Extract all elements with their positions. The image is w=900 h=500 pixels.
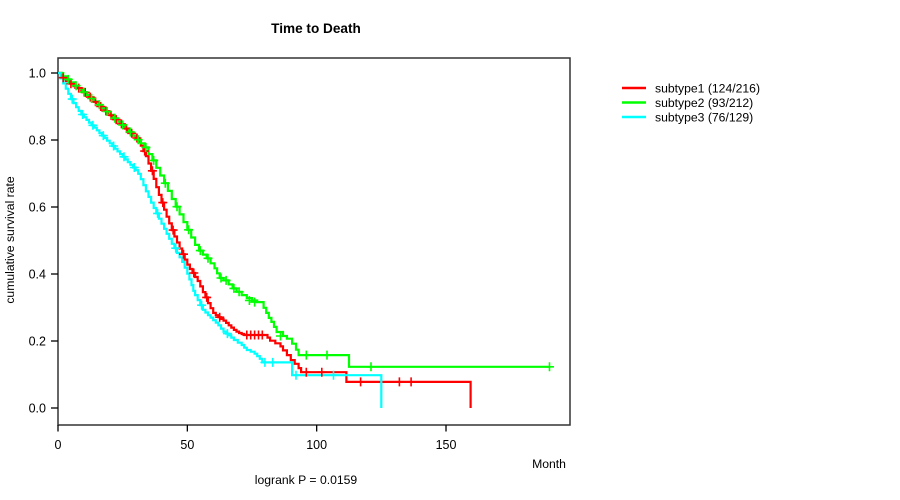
- censor-mark: [203, 253, 213, 263]
- censor-mark: [317, 367, 327, 377]
- censor-mark: [171, 243, 181, 253]
- censor-mark: [79, 87, 89, 97]
- y-tick-label: 0.2: [29, 334, 46, 348]
- y-tick-label: 0.0: [29, 401, 46, 415]
- censor-mark: [98, 131, 108, 141]
- censor-mark: [229, 283, 239, 293]
- censor-mark: [172, 202, 182, 212]
- censor-mark: [268, 357, 278, 367]
- survival-curve-subtype2: [58, 71, 550, 368]
- censor-mark: [257, 330, 267, 340]
- legend-item-subtype3: subtype3 (76/129): [622, 110, 753, 124]
- y-tick-label: 0.8: [29, 133, 46, 147]
- censor-mark: [102, 107, 112, 116]
- censor-mark: [109, 141, 119, 151]
- censor-mark: [276, 331, 285, 341]
- legend: subtype1 (124/216)subtype2 (93/212)subty…: [622, 81, 760, 124]
- censor-mark: [67, 94, 77, 104]
- censor-mark: [129, 163, 139, 172]
- censor-mark: [141, 142, 151, 152]
- y-tick-label: 0.6: [29, 200, 46, 214]
- legend-item-subtype1: subtype1 (124/216): [622, 81, 760, 95]
- censor-mark: [179, 249, 188, 259]
- censor-mark: [132, 133, 142, 143]
- censor-mark: [125, 127, 135, 137]
- censor-mark: [94, 100, 104, 110]
- censor-mark: [58, 73, 68, 83]
- survival-curves-layer: [58, 71, 550, 408]
- censor-mark: [366, 362, 376, 372]
- censor-mark: [329, 370, 338, 380]
- censor-mark: [301, 367, 311, 377]
- censor-mark: [87, 94, 97, 103]
- censor-mark: [63, 74, 73, 84]
- censor-mark: [111, 115, 121, 125]
- censor-mark: [221, 275, 231, 285]
- y-tick-label: 0.4: [29, 267, 46, 281]
- censor-mark: [197, 300, 207, 310]
- censor-mark: [149, 155, 159, 165]
- censor-mark: [202, 292, 212, 302]
- censor-mark: [234, 287, 244, 297]
- censor-mark: [250, 297, 260, 307]
- legend-item-label: subtype2 (93/212): [655, 96, 753, 110]
- x-tick-label: 0: [55, 438, 62, 452]
- censor-mark: [88, 120, 98, 130]
- x-tick-label: 100: [306, 438, 327, 452]
- censor-mark: [153, 208, 163, 218]
- censor-mark: [216, 273, 226, 283]
- censor-mark: [119, 152, 129, 162]
- censor-mark: [189, 268, 199, 278]
- censor-mark: [96, 102, 106, 111]
- censor-mark: [118, 120, 128, 130]
- censor-mark: [406, 377, 416, 387]
- censor-mark: [85, 92, 95, 102]
- censor-mark: [545, 362, 554, 372]
- censor-marks-layer: [58, 73, 554, 387]
- y-tick-label: 1.0: [29, 66, 46, 80]
- legend-item-label: subtype1 (124/216): [655, 81, 760, 95]
- censor-mark: [127, 128, 137, 138]
- plot-border: [57, 57, 571, 426]
- censor-mark: [71, 81, 81, 91]
- censor-mark: [260, 357, 270, 367]
- censor-mark: [356, 377, 366, 387]
- legend-item-label: subtype3 (76/129): [655, 110, 753, 124]
- censor-mark: [133, 135, 143, 145]
- censor-mark: [147, 166, 157, 176]
- censor-marks-subtype2: [63, 74, 554, 372]
- censor-mark: [222, 329, 232, 339]
- censor-mark: [160, 178, 170, 188]
- y-axis: 1.0 0.8 0.6 0.4 0.2 0.0: [29, 66, 58, 415]
- y-axis-label: cumulative survival rate: [3, 176, 17, 304]
- survival-curve-subtype3: [58, 71, 383, 408]
- censor-mark: [110, 113, 120, 123]
- censor-mark: [301, 350, 311, 360]
- censor-marks-subtype3: [67, 94, 338, 380]
- censor-mark: [184, 225, 194, 235]
- censor-mark: [394, 377, 404, 387]
- censor-mark: [168, 225, 178, 235]
- x-tick-label: 150: [436, 438, 457, 452]
- legend-item-subtype2: subtype2 (93/212): [622, 96, 753, 110]
- censor-mark: [78, 110, 88, 119]
- censor-mark: [195, 246, 205, 256]
- censor-mark: [322, 350, 332, 360]
- chart-title: Time to Death: [271, 21, 361, 36]
- censor-mark: [244, 296, 254, 305]
- logrank-p-value: logrank P = 0.0159: [255, 473, 358, 487]
- censor-mark: [116, 119, 126, 129]
- censor-mark: [158, 198, 168, 208]
- censor-mark: [215, 312, 225, 322]
- x-tick-label: 50: [180, 438, 194, 452]
- x-axis-label: Month: [532, 457, 566, 471]
- x-axis: 0 50 100 150: [55, 425, 457, 452]
- censor-mark: [291, 370, 301, 380]
